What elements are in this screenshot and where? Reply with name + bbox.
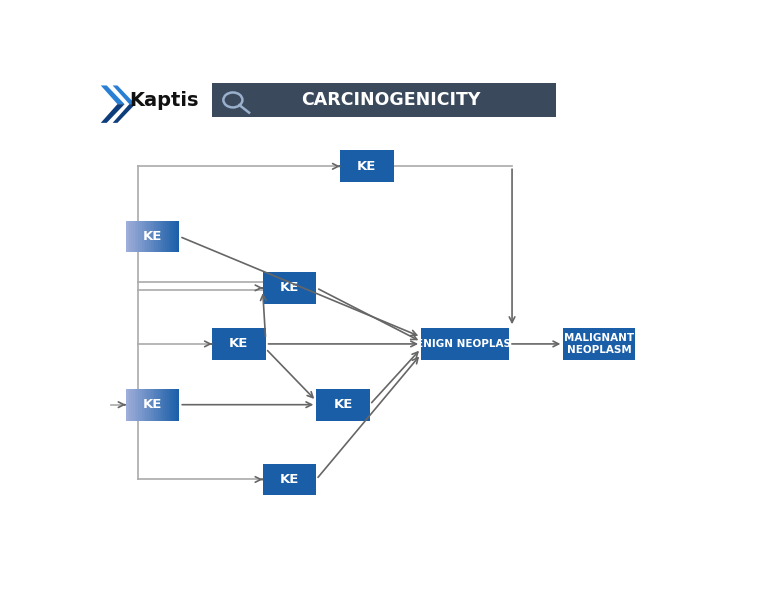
FancyBboxPatch shape [164, 220, 165, 253]
FancyBboxPatch shape [131, 220, 133, 253]
Polygon shape [113, 104, 135, 123]
FancyBboxPatch shape [131, 389, 133, 421]
FancyBboxPatch shape [167, 220, 169, 253]
Text: KE: KE [333, 398, 353, 411]
FancyBboxPatch shape [153, 220, 154, 253]
FancyBboxPatch shape [169, 220, 170, 253]
FancyBboxPatch shape [170, 389, 172, 421]
FancyBboxPatch shape [134, 389, 137, 421]
FancyBboxPatch shape [263, 464, 316, 495]
FancyBboxPatch shape [158, 389, 160, 421]
FancyBboxPatch shape [134, 220, 137, 253]
FancyBboxPatch shape [144, 220, 145, 253]
FancyBboxPatch shape [138, 389, 140, 421]
FancyBboxPatch shape [151, 389, 153, 421]
FancyBboxPatch shape [177, 220, 180, 253]
FancyBboxPatch shape [154, 220, 156, 253]
FancyBboxPatch shape [126, 220, 127, 253]
FancyBboxPatch shape [140, 220, 142, 253]
FancyBboxPatch shape [212, 83, 556, 117]
FancyBboxPatch shape [212, 328, 266, 360]
FancyBboxPatch shape [316, 389, 369, 421]
FancyBboxPatch shape [176, 220, 177, 253]
FancyBboxPatch shape [340, 151, 393, 182]
FancyBboxPatch shape [127, 389, 129, 421]
FancyBboxPatch shape [153, 389, 154, 421]
FancyBboxPatch shape [167, 389, 169, 421]
FancyBboxPatch shape [137, 220, 138, 253]
Text: KE: KE [229, 337, 249, 350]
Text: KE: KE [143, 230, 162, 243]
Polygon shape [113, 86, 135, 104]
FancyBboxPatch shape [160, 220, 161, 253]
FancyBboxPatch shape [165, 220, 167, 253]
FancyBboxPatch shape [127, 220, 129, 253]
FancyBboxPatch shape [156, 220, 158, 253]
FancyBboxPatch shape [421, 328, 509, 360]
Text: CARCINOGENICITY: CARCINOGENICITY [301, 91, 481, 109]
FancyBboxPatch shape [172, 220, 174, 253]
FancyBboxPatch shape [176, 389, 177, 421]
FancyBboxPatch shape [174, 220, 176, 253]
FancyBboxPatch shape [129, 389, 131, 421]
FancyBboxPatch shape [144, 389, 145, 421]
FancyBboxPatch shape [169, 389, 170, 421]
Text: MALIGNANT
NEOPLASM: MALIGNANT NEOPLASM [564, 333, 634, 354]
FancyBboxPatch shape [137, 389, 138, 421]
FancyBboxPatch shape [129, 220, 131, 253]
FancyBboxPatch shape [563, 328, 634, 360]
FancyBboxPatch shape [142, 389, 144, 421]
Text: BENIGN NEOPLASM: BENIGN NEOPLASM [409, 339, 521, 349]
FancyBboxPatch shape [172, 389, 174, 421]
FancyBboxPatch shape [145, 389, 147, 421]
Text: KE: KE [280, 473, 299, 486]
FancyBboxPatch shape [138, 220, 140, 253]
Text: KE: KE [280, 281, 299, 294]
FancyBboxPatch shape [147, 220, 149, 253]
FancyBboxPatch shape [154, 389, 156, 421]
FancyBboxPatch shape [161, 389, 164, 421]
FancyBboxPatch shape [160, 389, 161, 421]
FancyBboxPatch shape [151, 220, 153, 253]
FancyBboxPatch shape [133, 220, 134, 253]
FancyBboxPatch shape [177, 389, 180, 421]
FancyBboxPatch shape [145, 220, 147, 253]
FancyBboxPatch shape [133, 389, 134, 421]
FancyBboxPatch shape [263, 272, 316, 304]
FancyBboxPatch shape [140, 389, 142, 421]
Text: KE: KE [143, 398, 162, 411]
FancyBboxPatch shape [174, 389, 176, 421]
FancyBboxPatch shape [164, 389, 165, 421]
FancyBboxPatch shape [149, 220, 151, 253]
FancyBboxPatch shape [147, 389, 149, 421]
FancyBboxPatch shape [170, 220, 172, 253]
FancyBboxPatch shape [161, 220, 164, 253]
FancyBboxPatch shape [126, 389, 127, 421]
Text: Kaptis: Kaptis [130, 92, 199, 110]
Polygon shape [101, 104, 124, 123]
FancyBboxPatch shape [149, 389, 151, 421]
Text: KE: KE [357, 160, 376, 173]
Polygon shape [101, 86, 124, 104]
FancyBboxPatch shape [156, 389, 158, 421]
FancyBboxPatch shape [142, 220, 144, 253]
FancyBboxPatch shape [165, 389, 167, 421]
FancyBboxPatch shape [158, 220, 160, 253]
